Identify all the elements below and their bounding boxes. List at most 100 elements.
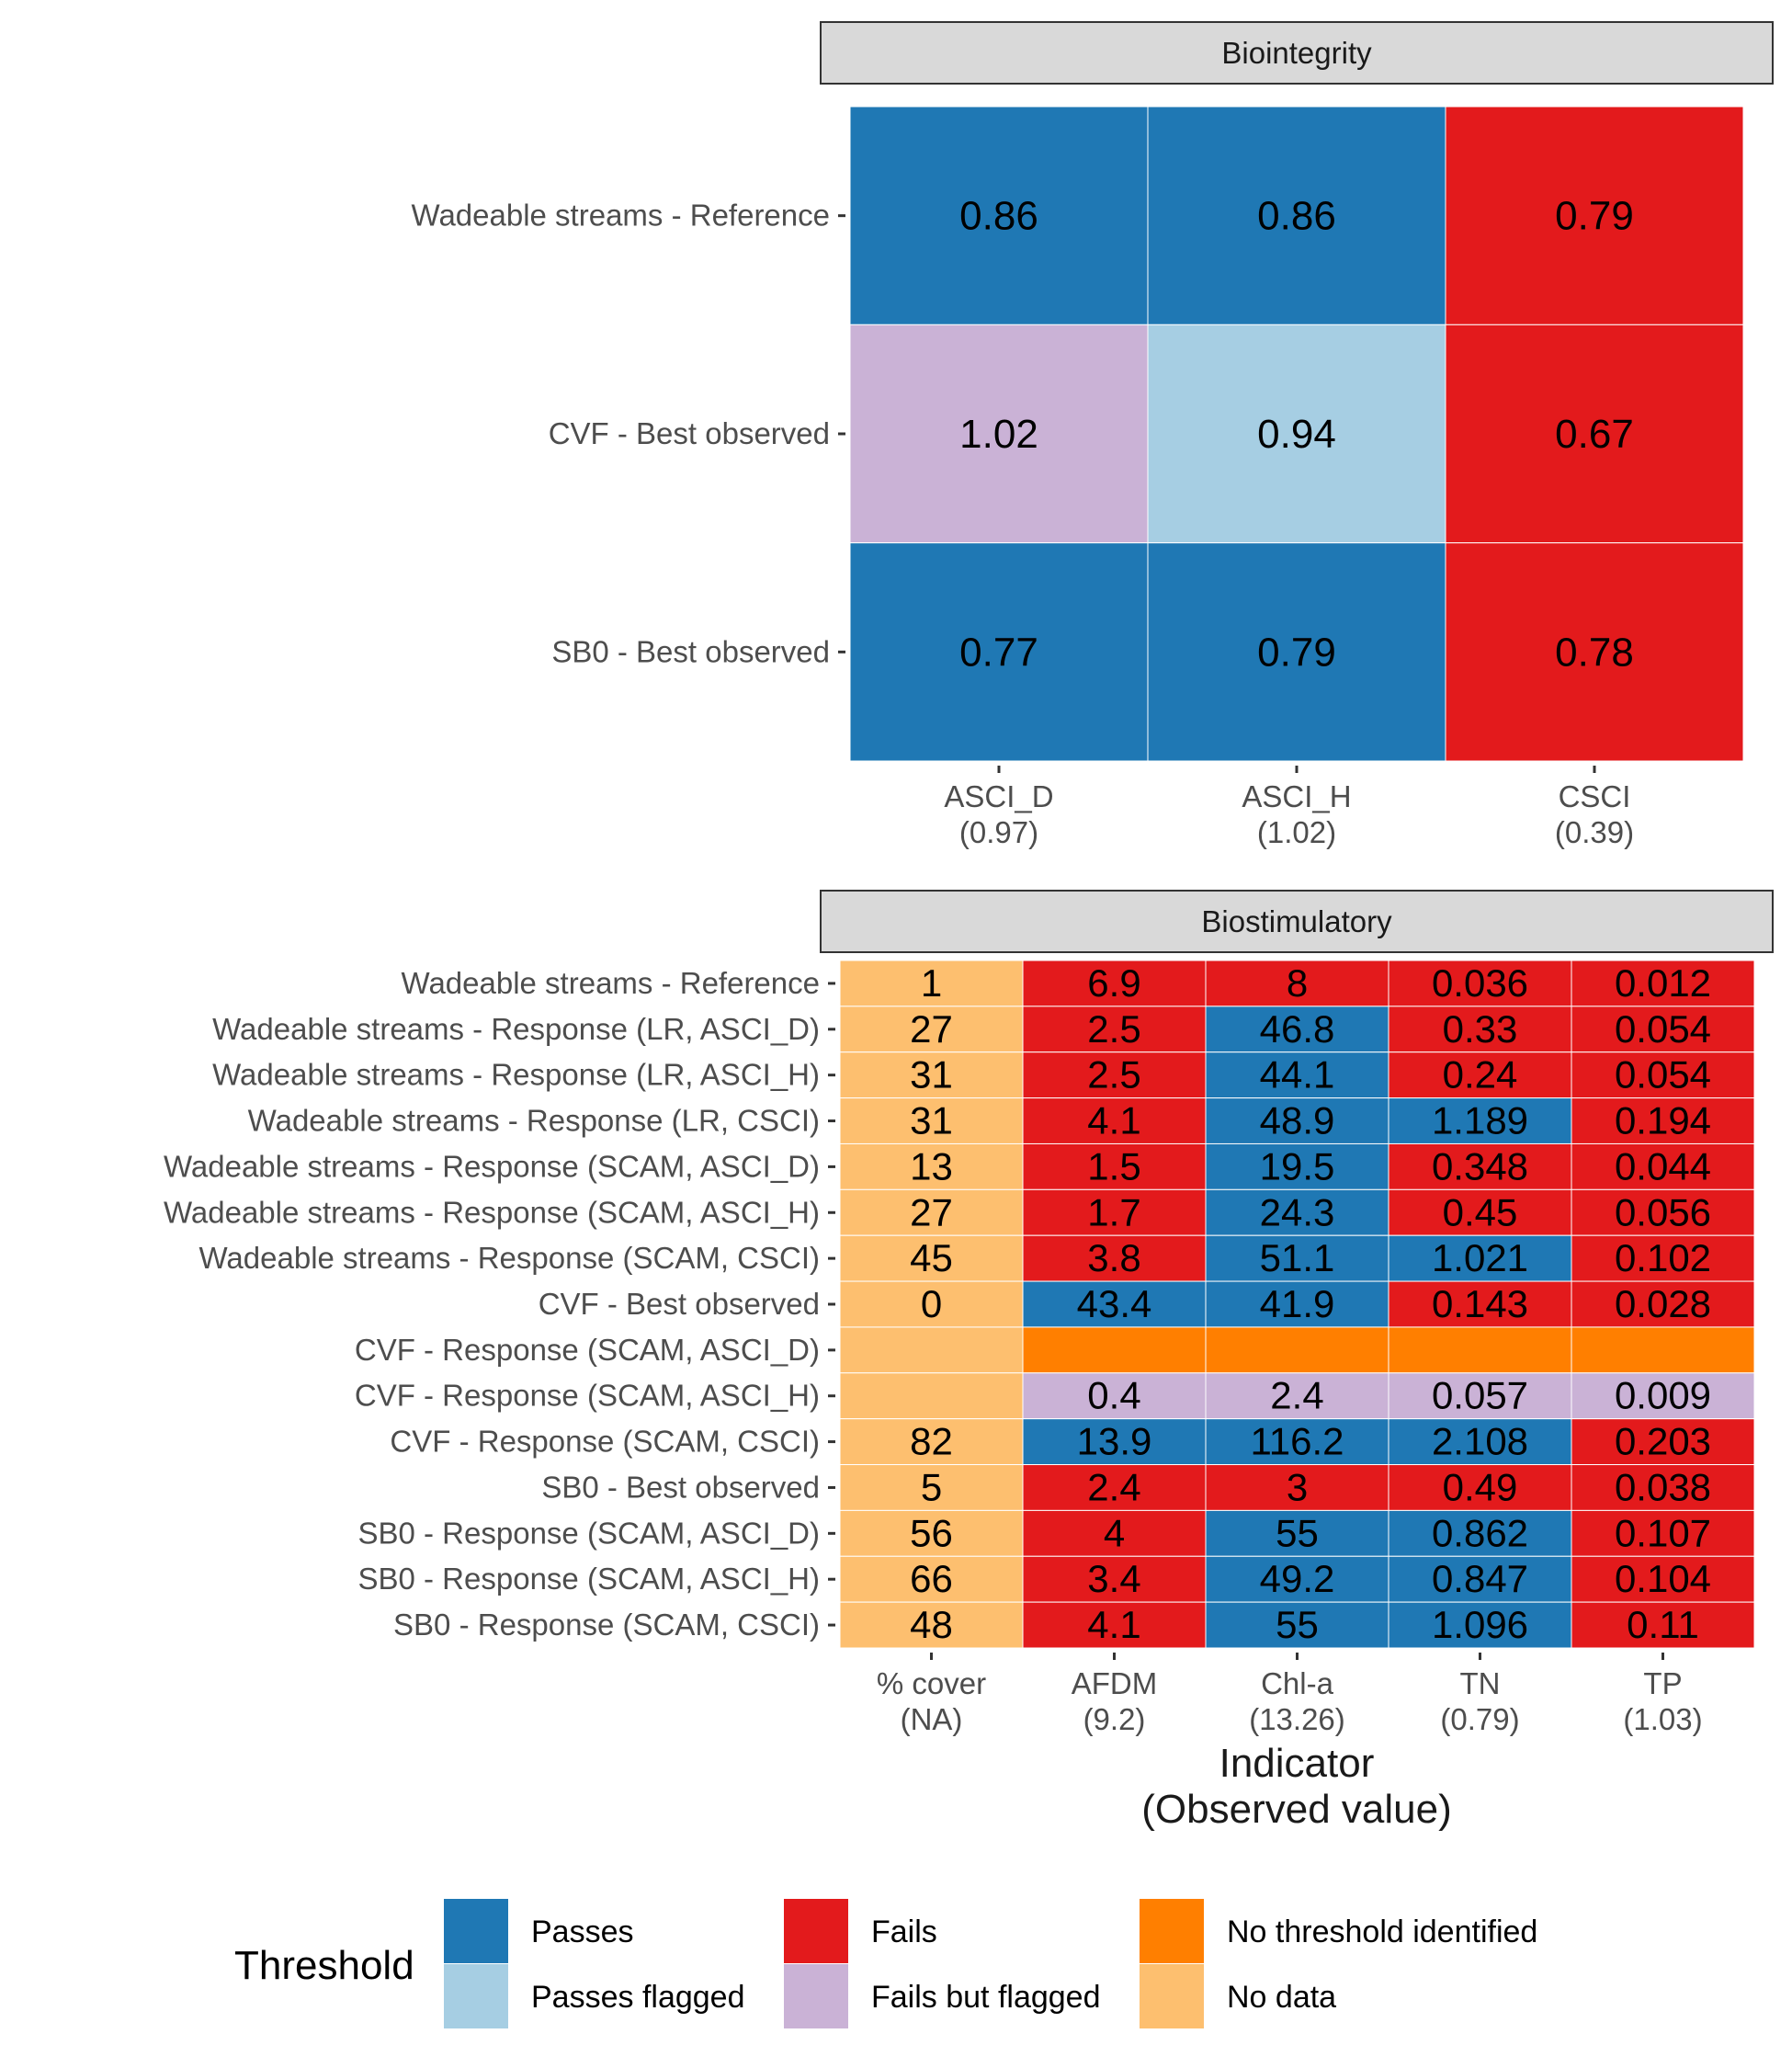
- cell-value-label: 0.862: [1432, 1511, 1528, 1554]
- column-observed-value: (9.2): [1083, 1702, 1146, 1736]
- row-label-wadeable-streams-reference: Wadeable streams - Reference: [402, 966, 820, 1000]
- cell-value-label: 0.86: [1257, 194, 1336, 239]
- legend-label-no-data: No data: [1227, 1980, 1336, 2015]
- legend-title: Threshold: [234, 1943, 414, 1988]
- heatmap-cell: [839, 1188, 1024, 1236]
- cell-value-label: 0.012: [1615, 961, 1711, 1005]
- cell-value-label: 2.5: [1087, 1053, 1140, 1096]
- cell-value-label: 1.5: [1087, 1144, 1140, 1187]
- cell-value-label: 3.8: [1087, 1236, 1140, 1279]
- heatmap-cell: [839, 1601, 1024, 1649]
- heatmap-cell: [839, 960, 1024, 1007]
- heatmap-cell: [1205, 1372, 1389, 1420]
- cell-value-label: 1.02: [959, 412, 1038, 457]
- cell-value-label: 2.5: [1087, 1007, 1140, 1051]
- column-label-tn: TN: [1460, 1666, 1501, 1700]
- biostimulatory-column-labels: % cover(NA) AFDM(9.2) Chl-a(13.26) TN(0.79)…: [877, 1653, 1703, 1736]
- legend-label-no-threshold: No threshold identified: [1227, 1915, 1537, 1949]
- row-label-wadeable-streams-response-scam-asci-h: Wadeable streams - Response (SCAM, ASCI_…: [164, 1195, 820, 1229]
- legend-swatch-fails: [784, 1899, 848, 1963]
- legend-swatch-passes: [444, 1899, 508, 1963]
- cell-value-label: 0.4: [1087, 1374, 1140, 1417]
- cell-value-label: 0.67: [1555, 412, 1634, 457]
- column-label-chl-a: Chl-a: [1261, 1666, 1334, 1700]
- biostimulatory-row-labels: Wadeable streams - Reference Wadeable str…: [164, 966, 835, 1642]
- heatmap-cell: [1205, 1280, 1389, 1328]
- cell-value-label: 2.108: [1432, 1420, 1528, 1463]
- cell-value-label: 4.1: [1087, 1603, 1140, 1646]
- cell-value-label: 49.2: [1260, 1557, 1335, 1600]
- biostimulatory-panel: Biostimulatory 1 6.9 8 0.036 0.012 27 2.5 46.8 0…: [164, 890, 1774, 1736]
- cell-value-label: 0.143: [1432, 1282, 1528, 1325]
- heatmap-cell: [1147, 324, 1446, 544]
- column-label-tp: TP: [1643, 1666, 1682, 1700]
- cell-value-label: 0.104: [1615, 1557, 1711, 1600]
- cell-value-label: 13.9: [1077, 1420, 1152, 1463]
- cell-value-label: 1.096: [1432, 1603, 1528, 1646]
- cell-value-label: 4: [1104, 1511, 1125, 1554]
- cell-value-label: 5: [921, 1465, 942, 1508]
- biointegrity-panel: Biointegrity 0.86 0.86 0.79 1.02 0.94 0.67 0.7…: [412, 21, 1774, 849]
- cell-value-label: 27: [910, 1190, 953, 1233]
- heatmap-cell: [1571, 1006, 1755, 1053]
- heatmap-cell: [1205, 1326, 1389, 1374]
- cell-value-label: 0.194: [1615, 1099, 1711, 1142]
- heatmap-cell: [1445, 106, 1744, 325]
- biointegrity-column-labels: ASCI_D(0.97) ASCI_H(1.02) CSCI(0.39): [944, 766, 1634, 849]
- cell-value-label: 0.044: [1615, 1144, 1711, 1187]
- heatmap-cell: [839, 1372, 1024, 1420]
- legend: Threshold Passes Passes flagged Fails Fails…: [234, 1899, 1537, 2028]
- heatmap-cell: [839, 1234, 1024, 1282]
- cell-value-label: 0.847: [1432, 1557, 1528, 1600]
- row-label-sb0-response-scam-asci-h: SB0 - Response (SCAM, ASCI_H): [357, 1562, 820, 1596]
- heatmap-cell: [1571, 1372, 1755, 1420]
- row-label-wadeable-streams-response-lr-asci-d: Wadeable streams - Response (LR, ASCI_D): [212, 1012, 820, 1046]
- heatmap-cell: [1388, 1326, 1572, 1374]
- heatmap-cell: [1388, 1142, 1572, 1190]
- biointegrity-strip-label: Biointegrity: [1221, 36, 1372, 70]
- cell-value-label: 0.054: [1615, 1007, 1711, 1051]
- biointegrity-cells: 0.86 0.86 0.79 1.02 0.94 0.67 0.77 0.79 0.78: [849, 106, 1744, 762]
- row-label-cvf-response-scam-asci-h: CVF - Response (SCAM, ASCI_H): [355, 1379, 820, 1413]
- cell-value-label: 8: [1287, 961, 1308, 1005]
- heatmap-cell: [1571, 1326, 1755, 1374]
- cell-value-label: 0.79: [1555, 194, 1634, 239]
- biostimulatory-strip: [820, 890, 1774, 953]
- legend-label-passes: Passes: [531, 1915, 634, 1949]
- cell-value-label: 48: [910, 1603, 953, 1646]
- cell-value-label: 0: [921, 1282, 942, 1325]
- cell-value-label: 46.8: [1260, 1007, 1335, 1051]
- cell-value-label: 19.5: [1260, 1144, 1335, 1187]
- cell-value-label: 0.056: [1615, 1190, 1711, 1233]
- column-label-afdm: AFDM: [1072, 1666, 1158, 1700]
- column-label-cover: % cover: [877, 1666, 986, 1700]
- heatmap-cell: [1022, 1601, 1207, 1649]
- column-observed-value: (0.39): [1555, 815, 1634, 849]
- cell-value-label: 3: [1287, 1465, 1308, 1508]
- cell-value-label: 55: [1276, 1603, 1319, 1646]
- cell-value-label: 0.102: [1615, 1236, 1711, 1279]
- heatmap-cell: [1445, 324, 1744, 544]
- heatmap-cell: [1571, 960, 1755, 1007]
- biostimulatory-strip-label: Biostimulatory: [1201, 904, 1392, 938]
- row-label-sb0-best-observed: SB0 - Best observed: [551, 634, 830, 668]
- cell-value-label: 0.054: [1615, 1053, 1711, 1096]
- row-label-sb0-response-scam-asci-d: SB0 - Response (SCAM, ASCI_D): [357, 1516, 820, 1550]
- heatmap-cell: [1388, 1464, 1572, 1511]
- heatmap-cell: [1022, 1326, 1207, 1374]
- row-label-sb0-best-observed: SB0 - Best observed: [541, 1470, 820, 1504]
- cell-value-label: 0.94: [1257, 412, 1336, 457]
- heatmap-cell: [1571, 1280, 1755, 1328]
- legend-label-fails: Fails: [871, 1915, 937, 1949]
- cell-value-label: 24.3: [1260, 1190, 1335, 1233]
- heatmap-cell: [839, 1464, 1024, 1511]
- heatmap-cell: [1388, 1601, 1572, 1649]
- heatmap-cell: [1022, 1006, 1207, 1053]
- cell-value-label: 0.11: [1627, 1603, 1699, 1646]
- heatmap-cell: [849, 106, 1149, 325]
- cell-value-label: 13: [910, 1144, 953, 1187]
- heatmap-cell: [839, 1555, 1024, 1603]
- cell-value-label: 0.24: [1443, 1053, 1518, 1096]
- cell-value-label: 0.49: [1443, 1465, 1518, 1508]
